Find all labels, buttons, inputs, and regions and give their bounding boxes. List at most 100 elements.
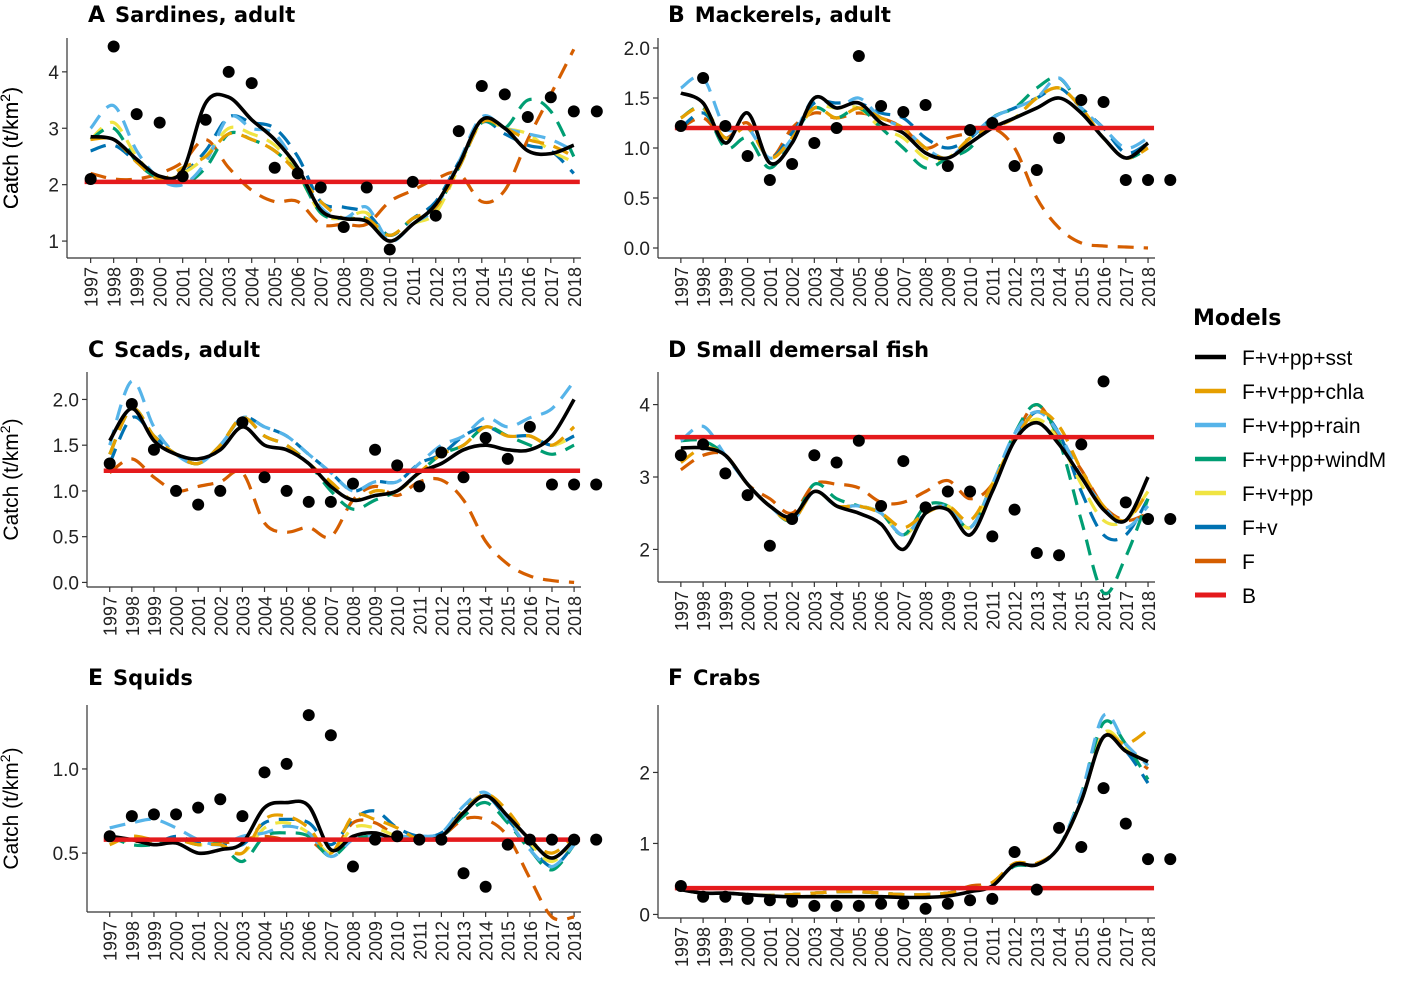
x-tick-label: 2001 (761, 267, 781, 307)
series-line (108, 406, 575, 511)
observed-point (479, 880, 492, 893)
x-tick-label: 2011 (983, 267, 1003, 306)
x-tick-label: 2007 (312, 267, 332, 307)
observed-point (719, 467, 732, 480)
panel-letter: C (88, 338, 104, 363)
x-tick-label: 2000 (151, 267, 171, 307)
x-tick-label: 2016 (1095, 927, 1115, 967)
x-tick-label: 2000 (167, 596, 187, 636)
observed-point (763, 894, 776, 907)
x-tick-label: 2012 (432, 596, 452, 636)
panel-title: Sardines, adult (115, 3, 295, 27)
x-tick-label: 2015 (499, 921, 519, 961)
y-tick-label: 2.0 (53, 390, 79, 411)
observed-point (501, 452, 514, 465)
observed-point (1053, 132, 1066, 144)
x-tick-label: 2012 (1006, 927, 1026, 967)
x-tick-label: 2001 (761, 591, 781, 631)
observed-point (1075, 438, 1088, 451)
legend-item: B (1195, 585, 1256, 608)
x-tick-label: 2016 (521, 921, 541, 961)
x-tick-label: 2014 (473, 267, 493, 307)
series-line (680, 420, 1150, 552)
observed-point (830, 456, 843, 469)
x-tick-label: 2015 (499, 596, 519, 636)
series-line (679, 409, 1150, 530)
y-axis-label: Catch (t/km2) (0, 87, 23, 209)
y-tick-label: 4 (48, 63, 59, 84)
x-tick-label: 2008 (335, 267, 355, 307)
observed-point (1142, 513, 1155, 525)
observed-point (674, 449, 687, 462)
observed-point (435, 446, 448, 459)
observed-point (523, 420, 536, 433)
observed-point (567, 105, 580, 118)
observed-point (280, 484, 293, 497)
observed-point (475, 79, 488, 92)
x-tick-label: 1997 (672, 591, 692, 631)
observed-point (741, 150, 754, 162)
legend-item: F+v+pp+rain (1195, 415, 1361, 438)
x-tick-label: 2018 (1139, 927, 1159, 967)
x-tick-label: 2009 (939, 267, 959, 307)
observed-point (1142, 853, 1155, 866)
x-tick-label: 2016 (1095, 591, 1115, 631)
x-tick-label: 1997 (672, 927, 692, 967)
y-tick-label: 1.0 (53, 760, 79, 781)
observed-point (1097, 375, 1110, 388)
x-tick-label: 2012 (432, 921, 452, 961)
x-tick-label: 2003 (805, 591, 825, 631)
observed-point (763, 174, 776, 186)
panel-title: Scads, adult (114, 338, 260, 362)
x-tick-label: 2006 (872, 591, 892, 631)
observed-point (1075, 94, 1088, 106)
x-tick-label: 2002 (197, 267, 217, 307)
observed-point (147, 808, 160, 821)
x-tick-label: 2006 (872, 267, 892, 307)
series-line (680, 91, 1150, 166)
x-tick-label: 1998 (123, 596, 143, 636)
observed-point (214, 484, 227, 497)
observed-point (170, 808, 183, 821)
x-tick-label: 1998 (105, 267, 125, 307)
panel-letter: A (88, 3, 105, 28)
observed-point (523, 833, 536, 846)
x-tick-label: 2005 (266, 267, 286, 307)
x-tick-label: 2009 (939, 591, 959, 631)
x-tick-label: 2007 (894, 591, 914, 631)
x-tick-label: 2001 (189, 921, 209, 961)
observed-point (1008, 160, 1021, 172)
observed-point (919, 99, 932, 111)
x-tick-label: 2003 (233, 596, 253, 636)
x-tick-label: 2008 (344, 596, 364, 636)
observed-point (808, 449, 821, 462)
x-tick-label: 2008 (344, 921, 364, 961)
x-tick-label: 2014 (477, 596, 497, 636)
observed-point (830, 899, 843, 912)
x-tick-label: 2002 (783, 591, 803, 631)
observed-point (875, 897, 888, 910)
series-line (680, 86, 1149, 160)
panel-title-text: A Sardines, adult (88, 3, 295, 28)
x-tick-label: 2004 (828, 267, 848, 307)
observed-point (808, 899, 821, 912)
observed-point (697, 438, 710, 451)
x-tick-label: 2016 (1095, 267, 1115, 307)
observed-point (391, 830, 404, 843)
observed-point (1053, 821, 1066, 834)
observed-point (674, 880, 687, 893)
observed-point (719, 890, 732, 903)
x-tick-label: 1998 (694, 267, 714, 307)
x-tick-label: 2014 (477, 921, 497, 961)
x-tick-label: 2011 (410, 596, 430, 635)
observed-point (258, 766, 271, 779)
observed-point (697, 890, 710, 903)
observed-point (103, 457, 116, 470)
y-axis-label: Catch (t/km2) (0, 418, 23, 540)
panel-title: Small demersal fish (696, 338, 929, 362)
series-line (680, 733, 1149, 900)
series-line (680, 733, 1150, 897)
y-tick-label: 0.5 (53, 844, 79, 865)
legend-item: F+v (1195, 517, 1278, 540)
